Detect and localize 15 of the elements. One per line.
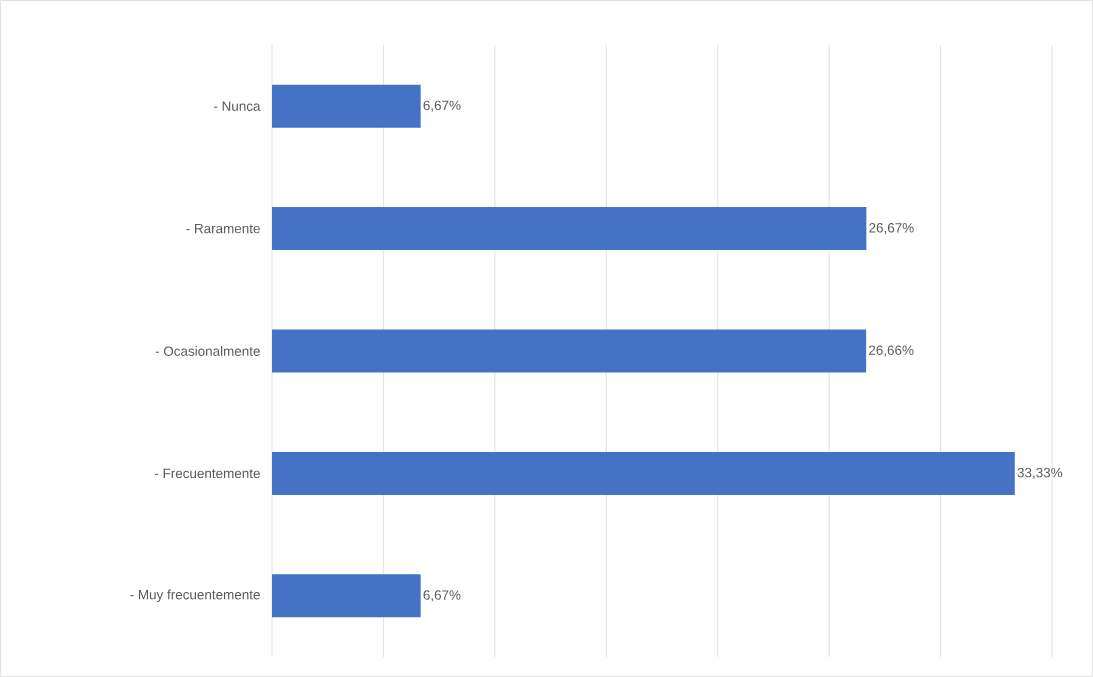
bar bbox=[272, 574, 421, 618]
y-tick-label: - Ocasionalmente bbox=[155, 346, 260, 356]
y-tick-label: - Raramente bbox=[186, 223, 260, 234]
data-label: 6,67% bbox=[423, 590, 461, 602]
data-label: 26,66% bbox=[869, 345, 914, 357]
y-tick-label: - Nunca bbox=[213, 101, 261, 111]
data-label: 33,33% bbox=[1017, 467, 1063, 479]
y-tick-label: - Muy frecuentemente bbox=[130, 589, 260, 603]
bar bbox=[272, 451, 1015, 495]
bar bbox=[272, 207, 867, 251]
y-tick-label: - Frecuentemente bbox=[154, 468, 260, 479]
bar bbox=[272, 329, 867, 373]
data-label: 6,67% bbox=[423, 100, 461, 112]
data-label: 26,67% bbox=[869, 223, 914, 235]
bar bbox=[272, 84, 421, 128]
